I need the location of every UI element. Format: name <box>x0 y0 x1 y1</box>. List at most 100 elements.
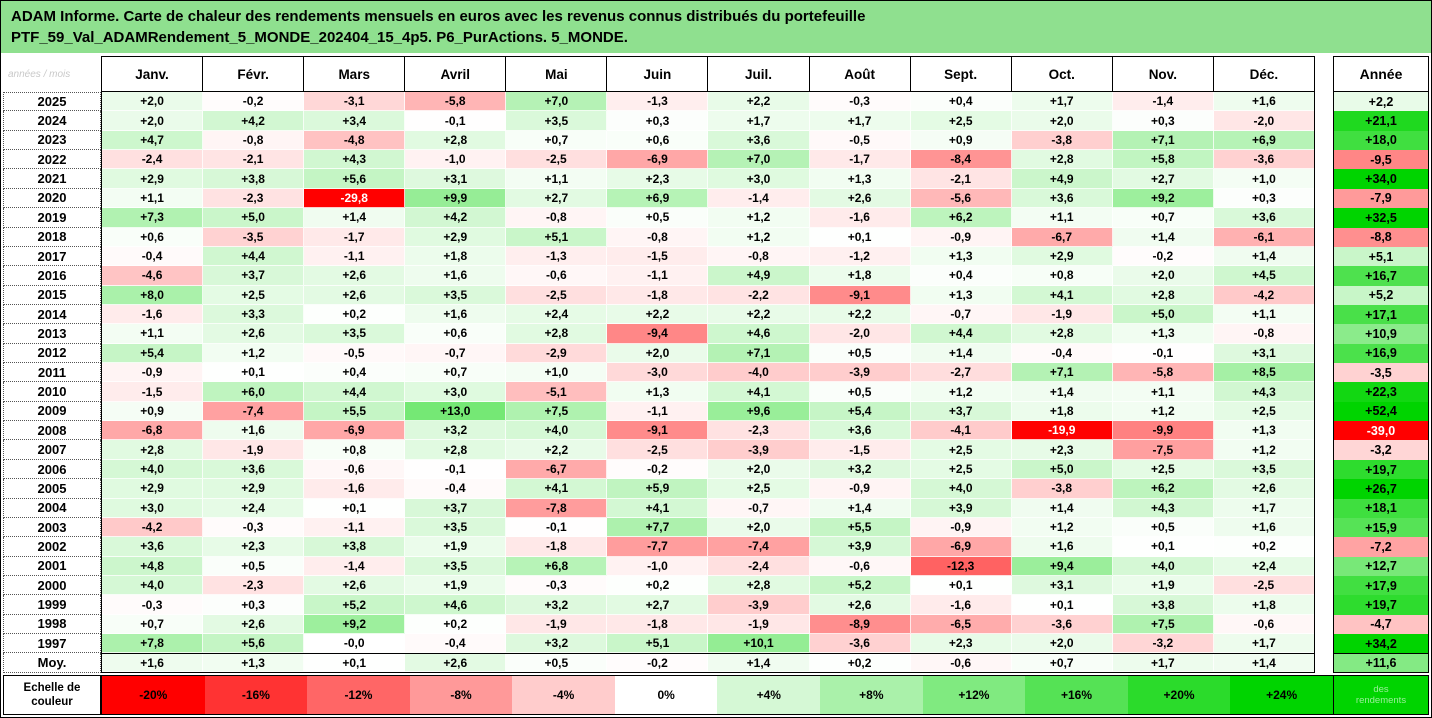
heatmap-cell: +3,3 <box>203 304 305 325</box>
heatmap-cell: -0,2 <box>607 459 709 480</box>
heatmap-cell: -1,1 <box>304 517 406 538</box>
color-scale-step: +4% <box>717 676 821 714</box>
heatmap-cell: +5,1 <box>506 227 608 247</box>
heatmap-cell: +4,6 <box>405 595 507 615</box>
heatmap-cell: +2,3 <box>203 537 305 557</box>
heatmap-cell: +2,8 <box>405 440 507 460</box>
heatmap-cell: +2,3 <box>910 634 1012 654</box>
heatmap-cell: -1,4 <box>304 556 406 576</box>
year-label: 2015 <box>3 285 101 305</box>
table-row: 1998 +0,7 +2,6 +9,2 +0,2 -1,9 -1,8 -1,9 -8,9 -6,5… <box>3 614 1429 635</box>
column-gap <box>1315 517 1333 538</box>
column-gap <box>1315 324 1333 344</box>
heatmap-cell: -6,9 <box>607 150 709 170</box>
heatmap-cell: +1,4 <box>809 498 911 518</box>
heatmap-cell: -4,2 <box>1213 285 1314 305</box>
heatmap-cell: +3,5 <box>405 556 507 576</box>
color-scale-step: +16% <box>1025 676 1128 714</box>
heatmap-cell: +8,5 <box>1213 363 1314 383</box>
heatmap-cell: -1,7 <box>304 227 406 247</box>
year-label: Moy. <box>3 653 101 673</box>
heatmap-cell: +0,6 <box>102 227 204 247</box>
heatmap-cell: -19,9 <box>1011 421 1113 441</box>
column-gap <box>1315 498 1333 518</box>
heatmap-cell: -3,6 <box>1213 150 1314 170</box>
heatmap-cell: +7,0 <box>506 92 608 112</box>
heatmap-cell: -3,9 <box>809 363 911 383</box>
heatmap-cell: -2,1 <box>910 169 1012 189</box>
heatmap-cell: +1,2 <box>1213 440 1314 460</box>
column-gap <box>1315 285 1333 305</box>
heatmap-cell: +5,6 <box>304 169 406 189</box>
heatmap-cell: -29,8 <box>304 188 406 209</box>
heatmap-cell: +0,9 <box>102 401 204 422</box>
month-header: Nov. <box>1112 56 1214 92</box>
column-gap <box>1315 537 1333 557</box>
month-cells-group: +2,0 +4,2 +3,4 -0,1 +3,5 +0,3 +1,7 +1,7 +2,5 +2,0… <box>101 111 1315 131</box>
heatmap-cell: +0,1 <box>304 654 406 672</box>
heatmap-cell: +1,6 <box>405 266 507 286</box>
heatmap-cell: +3,2 <box>405 421 507 441</box>
month-header: Janv. <box>102 56 204 92</box>
heatmap-cell: +2,2 <box>506 440 608 460</box>
heatmap-cell: -1,0 <box>607 556 709 576</box>
year-label: 2021 <box>3 169 101 189</box>
table-row: 2021 +2,9 +3,8 +5,6 +3,1 +1,1 +2,3 +3,0 +1,3 -2,1… <box>3 169 1429 189</box>
heatmap-cell: -5,8 <box>1112 363 1214 383</box>
heatmap-cell: +2,5 <box>708 479 810 499</box>
heatmap-cell: -2,4 <box>708 556 810 576</box>
heatmap-cell: -1,7 <box>809 150 911 170</box>
color-scale-step: -8% <box>409 676 513 714</box>
heatmap-cell: +1,3 <box>809 169 911 189</box>
annual-value-cell: +18,1 <box>1333 498 1429 518</box>
heatmap-cell: +0,6 <box>405 324 507 344</box>
heatmap-cell: +0,2 <box>1213 537 1314 557</box>
heatmap-cell: -8,4 <box>910 150 1012 170</box>
month-header: Août <box>809 56 911 92</box>
heatmap-cell: +1,1 <box>102 324 204 344</box>
heatmap-cell: +0,2 <box>405 614 507 635</box>
heatmap-cell: -1,5 <box>809 440 911 460</box>
heatmap-cell: -1,2 <box>809 246 911 267</box>
heatmap-cell: +2,9 <box>102 479 204 499</box>
heatmap-cell: +2,9 <box>405 227 507 247</box>
column-gap <box>1315 459 1333 480</box>
heatmap-cell: -0,2 <box>607 654 709 672</box>
heatmap-cell: +1,7 <box>1213 634 1314 654</box>
column-gap <box>1315 150 1333 170</box>
heatmap-cell: +3,6 <box>203 459 305 480</box>
month-cells-group: +4,8 +0,5 -1,4 +3,5 +6,8 -1,0 -2,4 -0,6 -12,3 +9,… <box>101 556 1315 576</box>
heatmap-cell: +2,4 <box>203 498 305 518</box>
month-cells-group: -6,8 +1,6 -6,9 +3,2 +4,0 -9,1 -2,3 +3,6 -4,1 -19,… <box>101 421 1315 441</box>
heatmap-cell: +9,4 <box>1011 556 1113 576</box>
heatmap-cell: +3,6 <box>1011 188 1113 209</box>
month-cells-group: +0,9 -7,4 +5,5 +13,0 +7,5 -1,1 +9,6 +5,4 +3,7 +1,… <box>101 401 1315 422</box>
heatmap-cell: +0,3 <box>1213 188 1314 209</box>
heatmap-cell: -3,2 <box>1112 634 1214 654</box>
heatmap-cell: +4,0 <box>506 421 608 441</box>
heatmap-cell: +3,8 <box>1112 595 1214 615</box>
heatmap-cell: -1,5 <box>607 246 709 267</box>
heatmap-cell: +0,4 <box>910 92 1012 112</box>
year-label: 2019 <box>3 208 101 228</box>
heatmap-cell: +2,5 <box>203 285 305 305</box>
heatmap-cell: -0,2 <box>1112 246 1214 267</box>
heatmap-cell: +1,3 <box>910 246 1012 267</box>
heatmap-cell: -4,8 <box>304 130 406 151</box>
heatmap-cell: +1,9 <box>405 575 507 596</box>
annual-value-cell: +32,5 <box>1333 208 1429 228</box>
heatmap-cell: +3,0 <box>708 169 810 189</box>
heatmap-cell: +0,7 <box>102 614 204 635</box>
month-cells-group: +4,7 -0,8 -4,8 +2,8 +0,7 +0,6 +3,6 -0,5 +0,9 -3,8… <box>101 130 1315 151</box>
heatmap-cell: +4,1 <box>708 382 810 402</box>
heatmap-cell: +7,0 <box>708 150 810 170</box>
heatmap-cell: +2,5 <box>910 440 1012 460</box>
heatmap-cell: +7,3 <box>102 208 204 228</box>
annual-value-cell: +21,1 <box>1333 111 1429 131</box>
heatmap-cell: -2,3 <box>708 421 810 441</box>
annual-value-cell: -8,8 <box>1333 227 1429 247</box>
table-row: 2016 -4,6 +3,7 +2,6 +1,6 -0,6 -1,1 +4,9 +1,8 +0,4… <box>3 266 1429 286</box>
heatmap-cell: -2,4 <box>102 150 204 170</box>
heatmap-cell: +2,8 <box>1011 150 1113 170</box>
month-cells-group: -2,4 -2,1 +4,3 -1,0 -2,5 -6,9 +7,0 -1,7 -8,4 +2,8… <box>101 150 1315 170</box>
